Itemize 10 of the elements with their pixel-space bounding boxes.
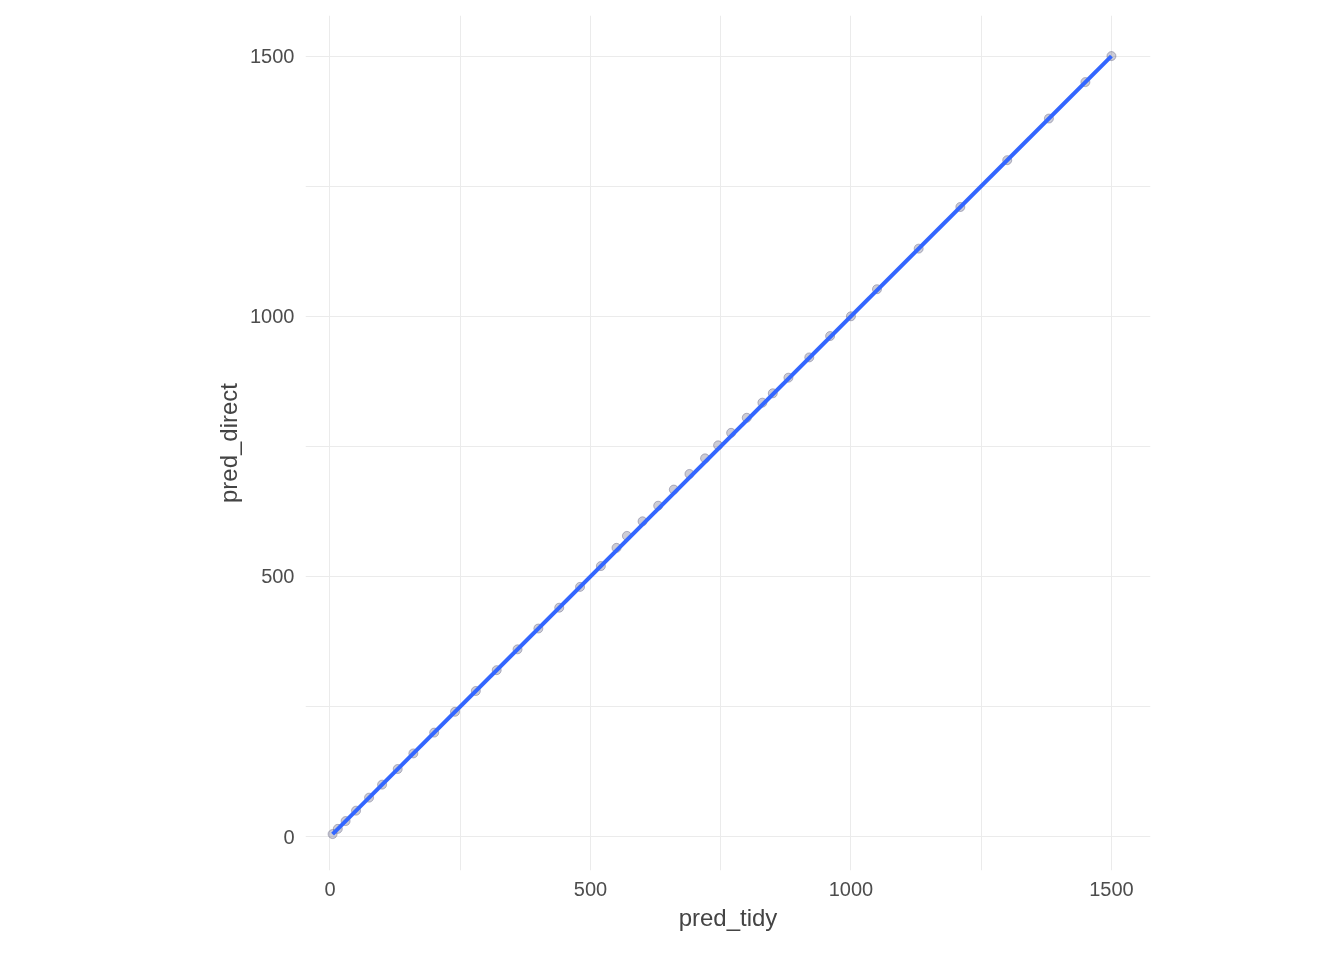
- y-tick-label: 1500: [250, 45, 295, 68]
- x-tick-label: 0: [324, 877, 336, 900]
- y-axis-title: pred_direct: [215, 382, 243, 504]
- x-tick-label: 1000: [828, 877, 874, 900]
- y-tick-label: 1000: [250, 305, 295, 328]
- x-tick-label: 1500: [1089, 877, 1134, 900]
- y-tick-label: 0: [283, 825, 295, 848]
- y-tick-label: 500: [261, 565, 295, 588]
- x-tick-label: 500: [573, 877, 608, 900]
- x-axis-title: pred_tidy: [678, 903, 778, 931]
